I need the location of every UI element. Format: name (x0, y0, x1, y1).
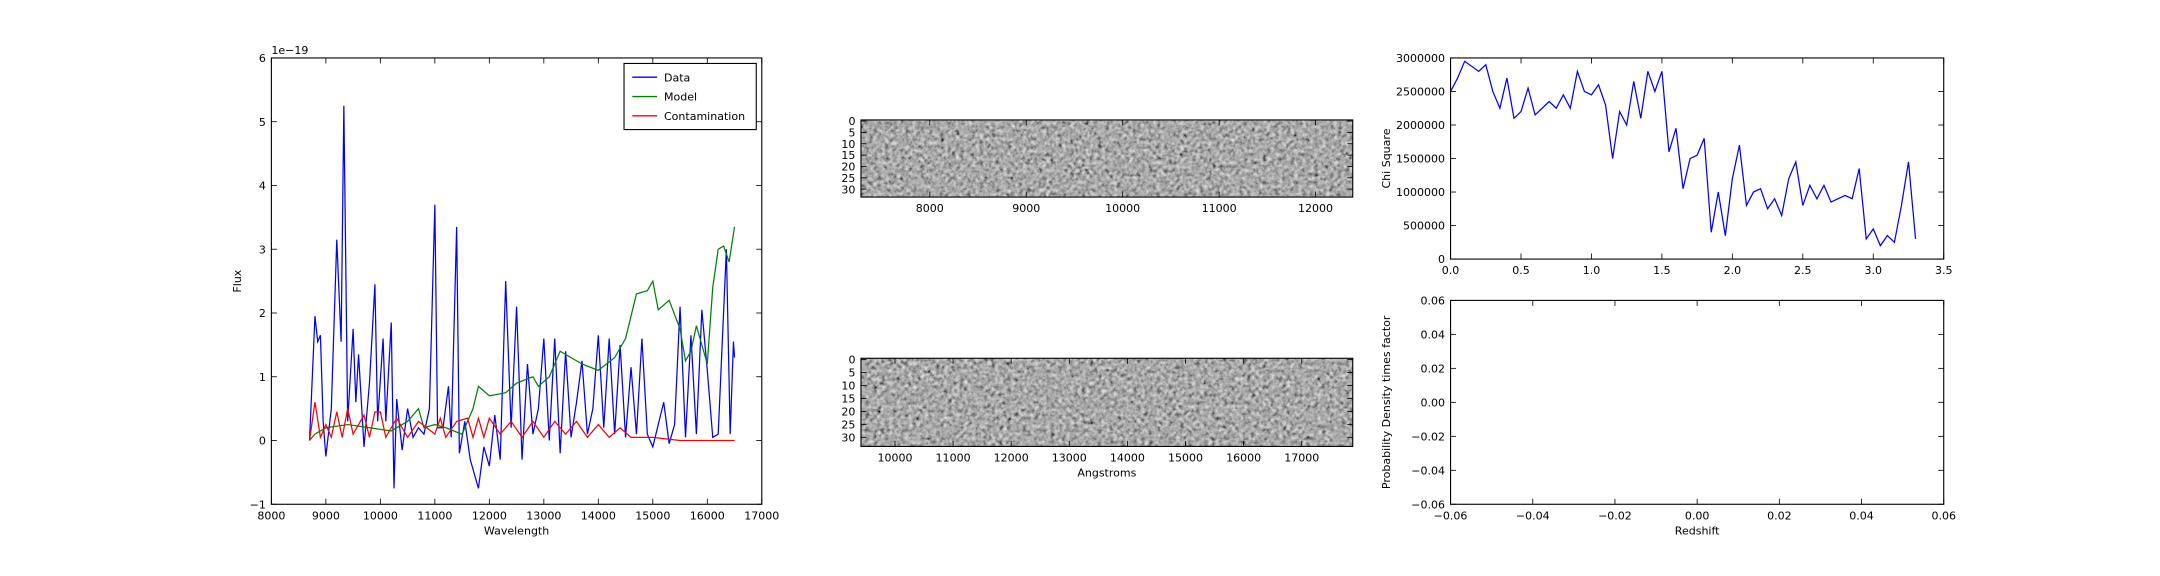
y-tick-label: 20 (841, 406, 855, 419)
spectrum-image (860, 119, 1353, 198)
y-tick-label: 500000 (1403, 220, 1445, 233)
legend-label: Contamination (664, 110, 745, 123)
y-axis-label: Probability Density times factor (1380, 315, 1393, 489)
y-tick-label: 30 (841, 431, 855, 444)
x-tick-label: 11000 (417, 509, 452, 522)
x-axis-label: Wavelength (484, 525, 549, 538)
y-tick-label: 3 (259, 243, 266, 256)
legend: Data Model Contamination (623, 62, 757, 131)
series-line (308, 105, 736, 489)
y-axis-label: Flux (231, 269, 244, 292)
y-tick-label: 25 (841, 419, 855, 432)
y-tick-label: 0.02 (1421, 362, 1446, 375)
y-tick-label: 15 (841, 393, 855, 406)
x-tick-label: 16000 (1226, 452, 1261, 465)
x-tick-label: 9000 (312, 509, 340, 522)
x-tick-label: 8000 (916, 202, 944, 215)
axes-frame (860, 119, 1354, 198)
y-tick-label: 2000000 (1396, 119, 1445, 132)
x-tick-label: 14000 (581, 509, 616, 522)
y-tick-label: 5 (848, 367, 855, 380)
x-tick-label: 12000 (994, 452, 1029, 465)
y-tick-label: 15 (841, 149, 855, 162)
y-tick-label: 0 (848, 354, 855, 367)
axes-frame (270, 57, 763, 505)
y-tick-label: −0.02 (1411, 430, 1445, 443)
x-tick-label: 10000 (363, 509, 398, 522)
y-tick-label: 25 (841, 172, 855, 185)
x-tick-label: 10000 (1105, 202, 1140, 215)
x-tick-label: 0.06 (1931, 509, 1956, 522)
legend-label: Model (664, 91, 697, 104)
y-tick-label: −0.04 (1411, 464, 1445, 477)
x-tick-label: 13000 (1052, 452, 1087, 465)
y-tick-label: 4 (259, 180, 266, 193)
x-tick-label: 2.0 (1724, 264, 1742, 277)
x-tick-label: 9000 (1012, 202, 1040, 215)
y-tick-label: 1 (259, 371, 266, 384)
x-tick-label: 0.00 (1685, 509, 1710, 522)
x-tick-label: 14000 (1110, 452, 1145, 465)
x-tick-label: −0.06 (1434, 509, 1468, 522)
x-tick-label: 2.5 (1794, 264, 1812, 277)
x-tick-label: 3.5 (1935, 264, 1953, 277)
legend-box (623, 62, 757, 131)
x-tick-label: 1.0 (1583, 264, 1601, 277)
x-tick-label: 17000 (1284, 452, 1319, 465)
x-tick-label: 17000 (744, 509, 779, 522)
y-tick-label: 5 (848, 127, 855, 140)
x-tick-label: 12000 (472, 509, 507, 522)
x-tick-label: 0.0 (1442, 264, 1460, 277)
y-tick-label: 0.04 (1421, 329, 1446, 342)
x-tick-label: 12000 (1298, 202, 1333, 215)
axes-frame (860, 357, 1354, 447)
y-tick-label: 20 (841, 161, 855, 174)
x-tick-label: 15000 (1168, 452, 1203, 465)
y-tick-label: −0.06 (1411, 498, 1445, 511)
x-axis-label: Redshift (1675, 525, 1720, 538)
y-tick-label: 0 (259, 435, 266, 448)
x-axis-label: Angstroms (1077, 467, 1136, 480)
x-tick-label: 16000 (690, 509, 725, 522)
y-tick-label: 0 (848, 115, 855, 128)
x-tick-label: 1.5 (1653, 264, 1671, 277)
y-tick-label: 1500000 (1396, 153, 1445, 166)
y-tick-label: 0 (1438, 253, 1445, 266)
x-tick-label: −0.04 (1516, 509, 1550, 522)
x-tick-label: 8000 (257, 509, 285, 522)
x-tick-label: −0.02 (1598, 509, 1632, 522)
x-tick-label: 13000 (526, 509, 561, 522)
y-axis-label: Chi Square (1380, 128, 1393, 188)
y-tick-label: 6 (259, 52, 266, 65)
y-tick-label: 0.00 (1421, 396, 1446, 409)
y-tick-label: 1000000 (1396, 186, 1445, 199)
legend-label: Data (664, 71, 690, 84)
y-tick-label: −1 (250, 498, 266, 511)
y-tick-label: 3000000 (1396, 52, 1445, 65)
x-tick-label: 0.04 (1849, 509, 1874, 522)
series-line (1450, 60, 1917, 247)
y-tick-label: 10 (841, 138, 855, 151)
x-tick-label: 0.5 (1512, 264, 1530, 277)
y-tick-label: 2500000 (1396, 86, 1445, 99)
y-tick-label: 5 (259, 116, 266, 129)
x-tick-label: 3.0 (1865, 264, 1883, 277)
spectrum-image (860, 358, 1353, 447)
y-tick-label: 2 (259, 307, 266, 320)
x-tick-label: 10000 (877, 452, 912, 465)
x-tick-label: 15000 (635, 509, 670, 522)
y-tick-label: 0.06 (1421, 295, 1446, 308)
offset-text: 1e−19 (271, 44, 308, 57)
series-line (308, 402, 735, 442)
x-tick-label: 0.02 (1767, 509, 1792, 522)
y-tick-label: 30 (841, 183, 855, 196)
y-tick-label: 10 (841, 380, 855, 393)
series-line (309, 226, 736, 441)
x-tick-label: 11000 (1202, 202, 1237, 215)
x-tick-label: 11000 (936, 452, 971, 465)
